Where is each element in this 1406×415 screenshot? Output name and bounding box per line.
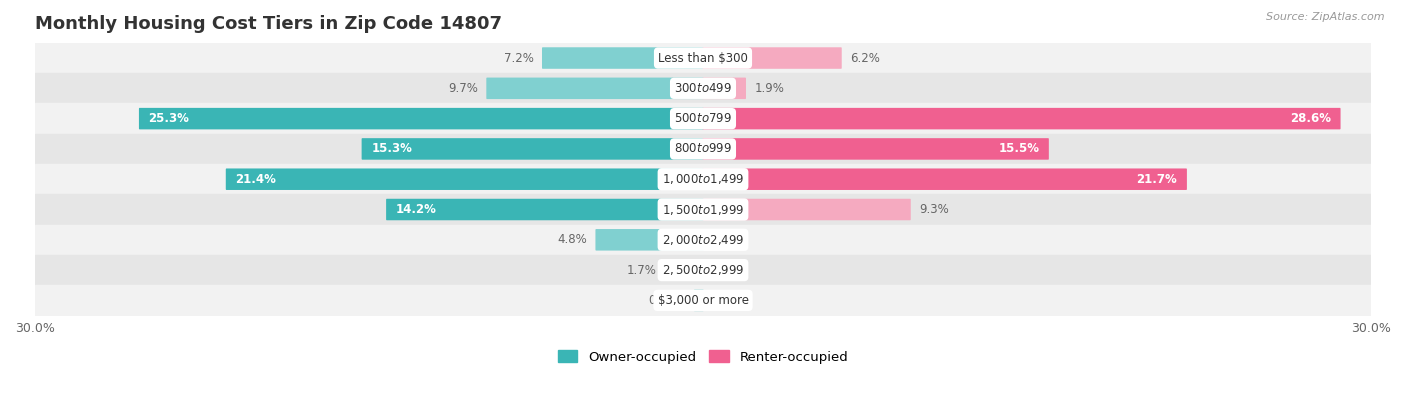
Text: 0.0%: 0.0% <box>711 294 741 307</box>
Text: $500 to $799: $500 to $799 <box>673 112 733 125</box>
FancyBboxPatch shape <box>703 78 747 99</box>
FancyBboxPatch shape <box>703 138 1049 160</box>
Text: 9.7%: 9.7% <box>449 82 478 95</box>
Text: $2,000 to $2,499: $2,000 to $2,499 <box>662 233 744 247</box>
Text: 1.7%: 1.7% <box>626 264 657 277</box>
Bar <box>35 255 1371 285</box>
FancyBboxPatch shape <box>541 47 703 69</box>
FancyBboxPatch shape <box>596 229 703 251</box>
FancyBboxPatch shape <box>703 108 1340 129</box>
Text: $1,000 to $1,499: $1,000 to $1,499 <box>662 172 744 186</box>
Text: Source: ZipAtlas.com: Source: ZipAtlas.com <box>1267 12 1385 22</box>
FancyBboxPatch shape <box>226 168 703 190</box>
Bar <box>35 43 1371 73</box>
FancyBboxPatch shape <box>695 290 703 311</box>
Bar <box>35 103 1371 134</box>
Bar <box>35 225 1371 255</box>
Text: $2,500 to $2,999: $2,500 to $2,999 <box>662 263 744 277</box>
FancyBboxPatch shape <box>665 259 703 281</box>
Text: $3,000 or more: $3,000 or more <box>658 294 748 307</box>
FancyBboxPatch shape <box>387 199 703 220</box>
Text: 21.7%: 21.7% <box>1136 173 1177 186</box>
Text: 28.6%: 28.6% <box>1289 112 1331 125</box>
Legend: Owner-occupied, Renter-occupied: Owner-occupied, Renter-occupied <box>553 345 853 369</box>
Text: 0.0%: 0.0% <box>711 233 741 247</box>
Text: 4.8%: 4.8% <box>557 233 588 247</box>
Bar <box>35 134 1371 164</box>
FancyBboxPatch shape <box>139 108 703 129</box>
Text: 14.2%: 14.2% <box>395 203 437 216</box>
Text: 21.4%: 21.4% <box>235 173 276 186</box>
Text: 0.38%: 0.38% <box>648 294 686 307</box>
Text: 6.2%: 6.2% <box>851 51 880 65</box>
Text: 15.5%: 15.5% <box>998 142 1039 156</box>
Text: $300 to $499: $300 to $499 <box>673 82 733 95</box>
Text: 1.9%: 1.9% <box>754 82 785 95</box>
Text: 25.3%: 25.3% <box>149 112 190 125</box>
Text: 15.3%: 15.3% <box>371 142 412 156</box>
FancyBboxPatch shape <box>703 47 842 69</box>
FancyBboxPatch shape <box>703 168 1187 190</box>
Bar <box>35 285 1371 315</box>
Text: Less than $300: Less than $300 <box>658 51 748 65</box>
FancyBboxPatch shape <box>361 138 703 160</box>
Text: Monthly Housing Cost Tiers in Zip Code 14807: Monthly Housing Cost Tiers in Zip Code 1… <box>35 15 502 33</box>
Bar <box>35 164 1371 194</box>
Text: 7.2%: 7.2% <box>503 51 534 65</box>
Text: $800 to $999: $800 to $999 <box>673 142 733 156</box>
FancyBboxPatch shape <box>486 78 703 99</box>
Text: 9.3%: 9.3% <box>920 203 949 216</box>
Text: 0.0%: 0.0% <box>711 264 741 277</box>
Bar <box>35 194 1371 225</box>
FancyBboxPatch shape <box>703 199 911 220</box>
Text: $1,500 to $1,999: $1,500 to $1,999 <box>662 203 744 217</box>
Bar <box>35 73 1371 103</box>
